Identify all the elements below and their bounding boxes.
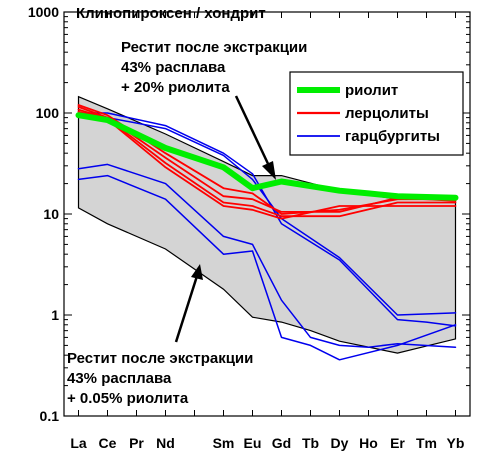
x-tick-label-Tm: Tm — [416, 435, 437, 451]
series-line-1-3 — [77, 110, 457, 220]
y-tick-label: 1000 — [28, 4, 59, 20]
x-tick-label-Dy: Dy — [331, 435, 349, 451]
annotation-bottom-arrowhead — [191, 264, 203, 280]
series-layer — [75, 104, 459, 361]
x-tick-label-Ce: Ce — [99, 435, 117, 451]
x-tick-label-Er: Er — [390, 435, 405, 451]
x-tick-label-Tb: Tb — [302, 435, 319, 451]
series-line-2-2 — [77, 163, 457, 348]
series-line-2-1 — [77, 112, 457, 316]
x-tick-label-Eu: Eu — [244, 435, 262, 451]
x-tick-label-Pr: Pr — [129, 435, 144, 451]
annotation-top-line: 43% расплава — [121, 59, 226, 76]
series-line-2-3 — [77, 174, 457, 361]
legend-label-1: лерцолиты — [345, 105, 429, 122]
annotation-top-arrowhead — [262, 161, 276, 180]
annotation-top-line: Рестит после экстракции — [121, 39, 307, 56]
annotation-top-line: + 20% риолита — [121, 79, 230, 96]
series-line-1-2 — [77, 108, 457, 218]
annotation-bottom-line: + 0.05% риолита — [67, 390, 189, 407]
x-tick-label-La: La — [70, 435, 87, 451]
annotation-bottom-arrow-shaft — [174, 275, 199, 343]
x-tick-label-Yb: Yb — [447, 435, 465, 451]
annotation-bottom-line: 43% расплава — [67, 370, 172, 387]
legend-label-2: гарцбургиты — [345, 128, 440, 145]
x-tick-label-Ho: Ho — [359, 435, 378, 451]
axes-layer: 0.1 1 10 100 1000 La Ce Pr Nd Sm Eu Gd Tb Dy Ho Er Tm Yb К… — [28, 4, 471, 451]
x-tick-label-Gd: Gd — [272, 435, 291, 451]
chart-title: Клинопироксен / хондрит — [76, 5, 266, 22]
x-tick-label-Nd: Nd — [156, 435, 175, 451]
y-tick-label: 100 — [36, 105, 60, 121]
y-tick-label: 10 — [43, 206, 59, 222]
annotations-layer: Рестит после экстракции 43% расплава + 20%… — [67, 39, 307, 407]
series-line-0-0 — [75, 112, 459, 201]
y-tick-label: 1 — [51, 307, 59, 323]
legend-layer: риолит лерцолиты гарцбургиты — [289, 71, 464, 156]
legend-label-0: риолит — [345, 82, 398, 99]
y-tick-label: 0.1 — [40, 408, 60, 424]
x-tick-label-Sm: Sm — [213, 435, 235, 451]
annotation-top-arrow-shaft — [234, 95, 272, 169]
annotation-bottom-line: Рестит после экстракции — [67, 350, 253, 367]
